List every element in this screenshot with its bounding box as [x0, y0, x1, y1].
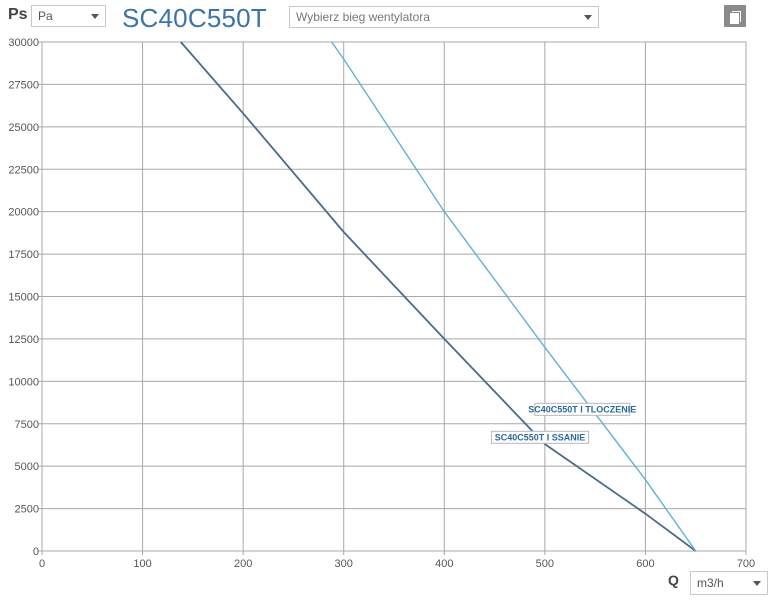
y-tick-label: 30000 [8, 37, 39, 49]
y-tick-label: 5000 [15, 461, 39, 473]
y-tick-label: 0 [33, 546, 39, 558]
series-flag: SC40C550T I SSANIE [491, 430, 590, 444]
chevron-down-icon [584, 15, 592, 20]
x-tick-label: 500 [536, 558, 554, 570]
series-flag: SC40C550T I TLOCZENIE [528, 402, 636, 416]
fan-speed-select[interactable]: Wybierz bieg wentylatora [289, 6, 599, 28]
series-flag-box [491, 430, 590, 444]
pressure-unit-select[interactable]: Pa [31, 5, 106, 27]
y-tick-label: 20000 [8, 207, 39, 219]
x-tick-label: 100 [133, 558, 151, 570]
y-tick-label: 2500 [15, 504, 39, 516]
fan-speed-placeholder: Wybierz bieg wentylatora [296, 10, 430, 24]
chart-ticks: 0 100 200 300 400 500 600 700 0 2500 5000 7500 10000… [8, 37, 755, 570]
x-axis-symbol: Q [668, 572, 679, 588]
y-tick-label: 17500 [8, 249, 39, 261]
x-tick-label: 300 [335, 558, 353, 570]
chevron-down-icon [91, 14, 99, 19]
chart-series-labels: SC40C550T I SSANIE SC40C550T I TLOCZENIE [491, 402, 636, 444]
copy-icon-back [729, 12, 740, 25]
series-flag-box [534, 402, 631, 416]
chart-title: SC40C550T [122, 3, 267, 33]
x-tick-label: 700 [737, 558, 755, 570]
chart-series [180, 41, 697, 552]
x-tick-label: 0 [39, 558, 45, 570]
y-axis-symbol: Ps [8, 6, 28, 23]
y-tick-label: 15000 [8, 292, 39, 304]
x-tick-label: 200 [234, 558, 252, 570]
y-tick-label: 10000 [8, 376, 39, 388]
y-tick-label: 7500 [15, 419, 39, 431]
chart-grid [38, 41, 747, 555]
chevron-down-icon [753, 581, 761, 586]
y-tick-label: 22500 [8, 164, 39, 176]
copy-button[interactable] [724, 5, 746, 27]
pressure-unit-value: Pa [38, 9, 53, 23]
flow-unit-value: m3/h [697, 576, 724, 590]
y-tick-label: 12500 [8, 334, 39, 346]
flow-unit-select[interactable]: m3/h [690, 571, 768, 595]
series-label: SC40C550T I TLOCZENIE [528, 404, 636, 414]
series-line [331, 41, 697, 552]
y-tick-label: 25000 [8, 122, 39, 134]
x-tick-label: 600 [636, 558, 654, 570]
series-line [180, 41, 697, 552]
series-label: SC40C550T I SSANIE [495, 432, 586, 442]
y-tick-label: 27500 [8, 79, 39, 91]
x-tick-label: 400 [435, 558, 453, 570]
